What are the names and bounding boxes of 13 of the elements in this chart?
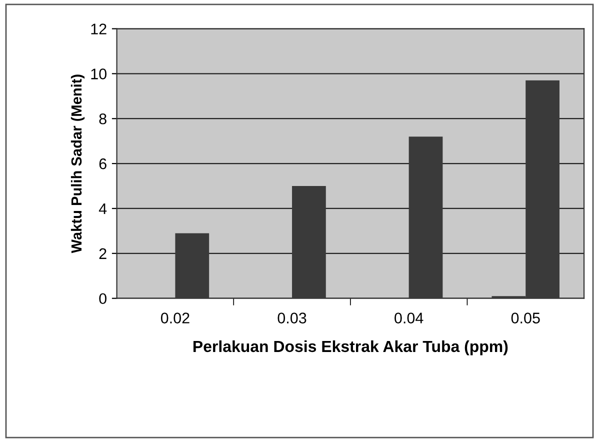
y-tick-label: 2 [99, 248, 106, 259]
y-tick-label: 8 [99, 113, 106, 124]
y-axis-title: Waktu Pulih Sadar (Menit) [70, 74, 85, 254]
y-tick-label: 10 [91, 68, 106, 80]
y-tick-label: 4 [98, 204, 107, 214]
y-tick-label: 12 [91, 24, 106, 34]
y-tick-label: 0 [99, 293, 106, 304]
x-tick-label: 0.02 [160, 312, 190, 324]
x-tick-label: 0.04 [394, 312, 424, 324]
y-tick-label: 6 [99, 158, 106, 170]
x-tick-label: 0.05 [511, 312, 540, 324]
x-tick-label: 0.03 [278, 312, 306, 324]
x-axis-title: Perlakuan Dosis Ekstrak Akar Tuba (ppm) [193, 340, 508, 356]
